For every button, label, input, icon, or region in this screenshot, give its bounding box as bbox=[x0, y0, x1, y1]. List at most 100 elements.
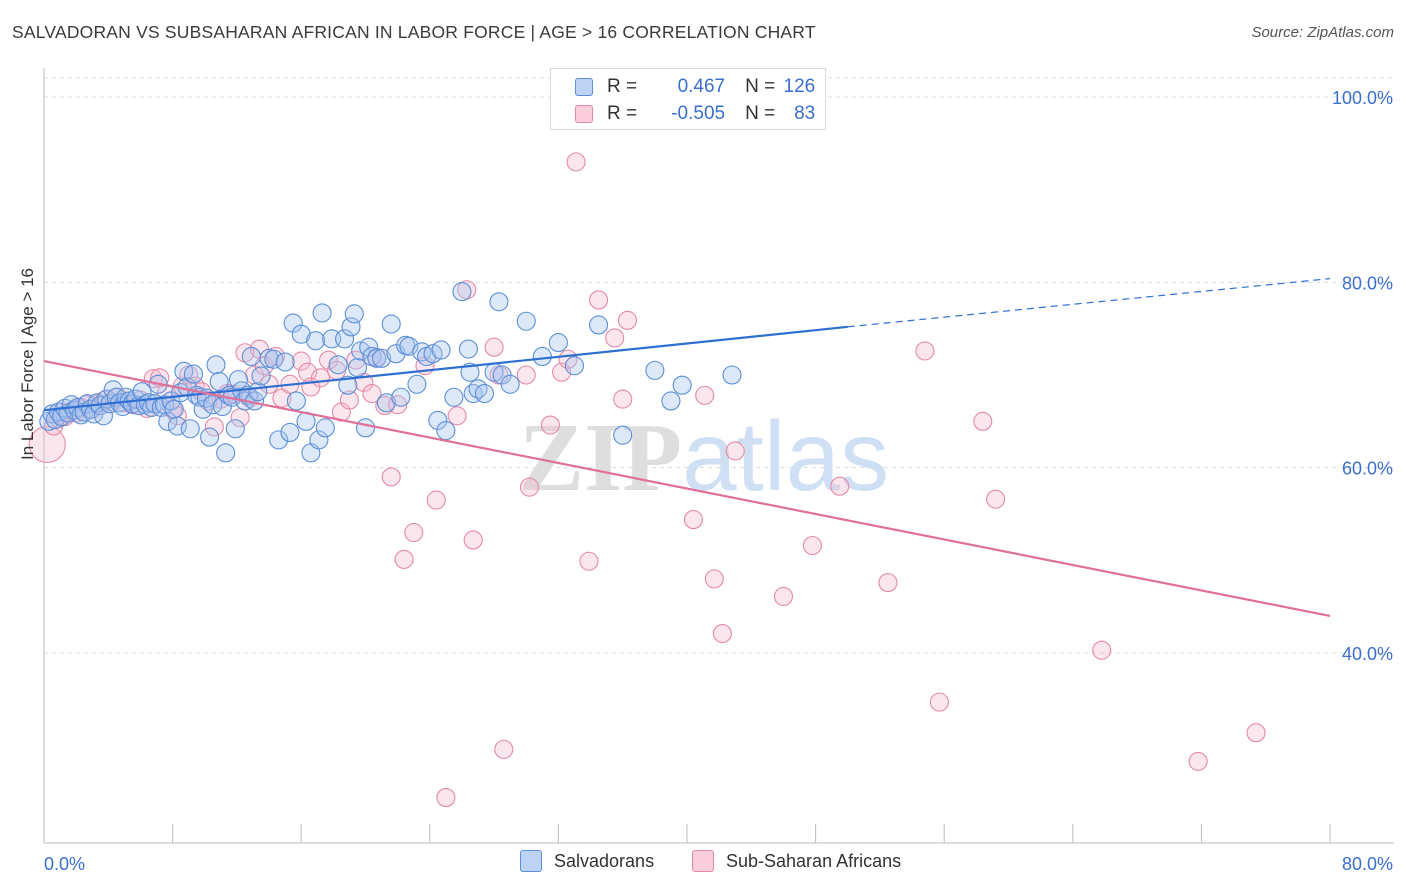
point-sub-saharan-african bbox=[291, 351, 311, 371]
correlation-legend: R = 0.467 N = 126 R = -0.505 N = 83 bbox=[550, 68, 826, 130]
point-sub-saharan-african bbox=[381, 467, 401, 487]
point-sub-saharan-african bbox=[613, 389, 633, 409]
watermark-zip: ZIP bbox=[519, 404, 682, 512]
y-tick-label: 80.0% bbox=[1342, 273, 1393, 293]
point-sub-saharan-african bbox=[878, 573, 898, 593]
point-salvadoran bbox=[164, 399, 184, 419]
trend-line-salvadorans-extension bbox=[847, 278, 1331, 328]
point-sub-saharan-african bbox=[204, 417, 224, 437]
point-sub-saharan-african bbox=[986, 489, 1006, 509]
point-sub-saharan-african bbox=[394, 549, 414, 569]
point-salvadoran bbox=[722, 365, 742, 385]
axes-layer bbox=[43, 68, 1394, 844]
point-salvadoran bbox=[344, 304, 364, 324]
point-sub-saharan-african bbox=[259, 374, 279, 394]
point-salvadoran bbox=[474, 383, 495, 404]
point-salvadoran bbox=[399, 336, 419, 356]
legend-item-sub-saharan-africans: Sub-Saharan Africans bbox=[692, 850, 901, 872]
point-sub-saharan-african bbox=[704, 569, 724, 589]
point-salvadoran bbox=[672, 375, 692, 395]
point-sub-saharan-african bbox=[436, 788, 456, 808]
x-tick-label: 0.0% bbox=[44, 854, 85, 874]
point-salvadoran bbox=[155, 395, 175, 415]
legend-r-label: R = bbox=[607, 76, 638, 97]
point-sub-saharan-african bbox=[28, 425, 66, 464]
legend-r-label: R = bbox=[607, 103, 638, 124]
point-sub-saharan-african bbox=[447, 406, 467, 426]
point-salvadoran bbox=[180, 419, 200, 439]
point-salvadoran bbox=[315, 418, 335, 438]
y-tick-label: 40.0% bbox=[1342, 644, 1393, 664]
point-sub-saharan-african bbox=[516, 365, 536, 385]
point-salvadoran bbox=[206, 355, 226, 375]
point-salvadoran bbox=[328, 355, 348, 375]
point-salvadoran bbox=[306, 331, 326, 351]
legend-swatch-pink bbox=[692, 850, 714, 872]
point-sub-saharan-african bbox=[915, 341, 935, 361]
point-sub-saharan-african bbox=[802, 535, 822, 556]
point-salvadoran bbox=[355, 418, 376, 438]
point-sub-saharan-african bbox=[683, 510, 703, 530]
point-sub-saharan-african bbox=[339, 390, 359, 410]
point-salvadoran bbox=[269, 430, 289, 450]
point-sub-saharan-african bbox=[484, 337, 504, 357]
point-salvadoran bbox=[241, 346, 261, 367]
trend-line-salvadorans bbox=[43, 325, 848, 412]
point-salvadoran bbox=[613, 425, 633, 445]
point-sub-saharan-african bbox=[346, 350, 366, 370]
point-salvadoran bbox=[286, 391, 306, 411]
point-salvadoran bbox=[248, 382, 268, 402]
grid-layer bbox=[44, 77, 1394, 654]
legend-r-value: 0.467 bbox=[677, 76, 726, 97]
legend-row-sub-saharan-africans: R = -0.505 N = 83 bbox=[575, 102, 815, 126]
point-salvadoran bbox=[228, 370, 249, 390]
point-salvadoran bbox=[564, 356, 585, 376]
watermark: ZIPatlas bbox=[519, 401, 889, 512]
chart-title: SALVADORAN VS SUBSAHARAN AFRICAN IN LABO… bbox=[12, 22, 816, 42]
point-salvadoran bbox=[193, 399, 213, 419]
trend-lines bbox=[43, 278, 1331, 618]
point-sub-saharan-african bbox=[1188, 751, 1208, 771]
point-salvadoran bbox=[645, 360, 665, 380]
legend-n-label: N = bbox=[745, 103, 776, 124]
tick-labels: 40.0% 60.0% 80.0% 100.0% 0.0% 80.0% bbox=[44, 88, 1393, 874]
legend-r-value: -0.505 bbox=[671, 103, 726, 124]
point-salvadoran bbox=[372, 348, 392, 368]
point-salvadoran bbox=[489, 292, 509, 312]
point-sub-saharan-african bbox=[404, 522, 424, 543]
point-salvadoran bbox=[516, 311, 536, 331]
legend-n-label: N = bbox=[745, 76, 776, 97]
y-tick-label: 100.0% bbox=[1332, 88, 1393, 108]
legend-swatch-pink bbox=[575, 105, 593, 123]
point-salvadoran bbox=[183, 364, 204, 384]
point-sub-saharan-african bbox=[617, 310, 638, 330]
point-salvadoran bbox=[335, 329, 355, 349]
point-sub-saharan-african bbox=[494, 739, 514, 759]
legend-n-value: 83 bbox=[794, 103, 816, 124]
point-salvadoran bbox=[460, 362, 480, 382]
point-salvadoran bbox=[431, 340, 451, 360]
point-salvadoran bbox=[264, 349, 284, 369]
point-sub-saharan-african bbox=[695, 385, 715, 405]
point-sub-saharan-african bbox=[605, 328, 625, 348]
point-salvadoran bbox=[158, 411, 178, 431]
point-salvadoran bbox=[209, 371, 229, 392]
x-tick-label: 80.0% bbox=[1342, 854, 1393, 874]
point-sub-saharan-african bbox=[773, 586, 794, 607]
point-salvadoran bbox=[444, 387, 464, 407]
point-sub-saharan-african bbox=[540, 415, 560, 435]
point-salvadoran bbox=[391, 387, 411, 407]
point-sub-saharan-african bbox=[579, 551, 599, 571]
y-axis-title: In Labor Force | Age > 16 bbox=[18, 267, 37, 460]
point-sub-saharan-african bbox=[519, 477, 540, 497]
series-legend: Salvadorans Sub-Saharan Africans bbox=[0, 850, 1406, 878]
point-salvadoran bbox=[436, 421, 456, 441]
point-salvadoran bbox=[280, 422, 300, 443]
point-salvadoran bbox=[312, 303, 332, 323]
point-sub-saharan-african bbox=[830, 476, 850, 496]
point-salvadoran bbox=[309, 430, 329, 450]
point-salvadoran bbox=[338, 375, 358, 395]
point-salvadoran bbox=[225, 419, 245, 439]
point-sub-saharan-african bbox=[318, 350, 339, 370]
